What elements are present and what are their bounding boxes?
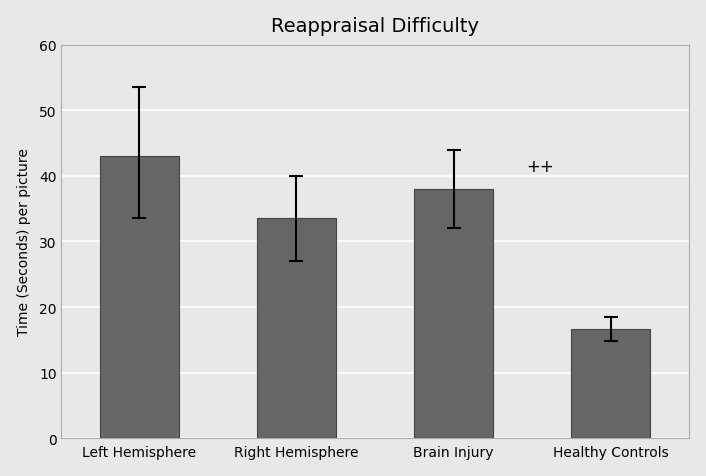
Text: ++: ++	[526, 158, 554, 176]
Y-axis label: Time (Seconds) per picture: Time (Seconds) per picture	[17, 148, 30, 336]
Bar	[414, 189, 493, 438]
Bar	[257, 219, 336, 438]
Bar	[100, 157, 179, 438]
Title: Reappraisal Difficulty: Reappraisal Difficulty	[271, 17, 479, 36]
Bar	[571, 329, 650, 438]
